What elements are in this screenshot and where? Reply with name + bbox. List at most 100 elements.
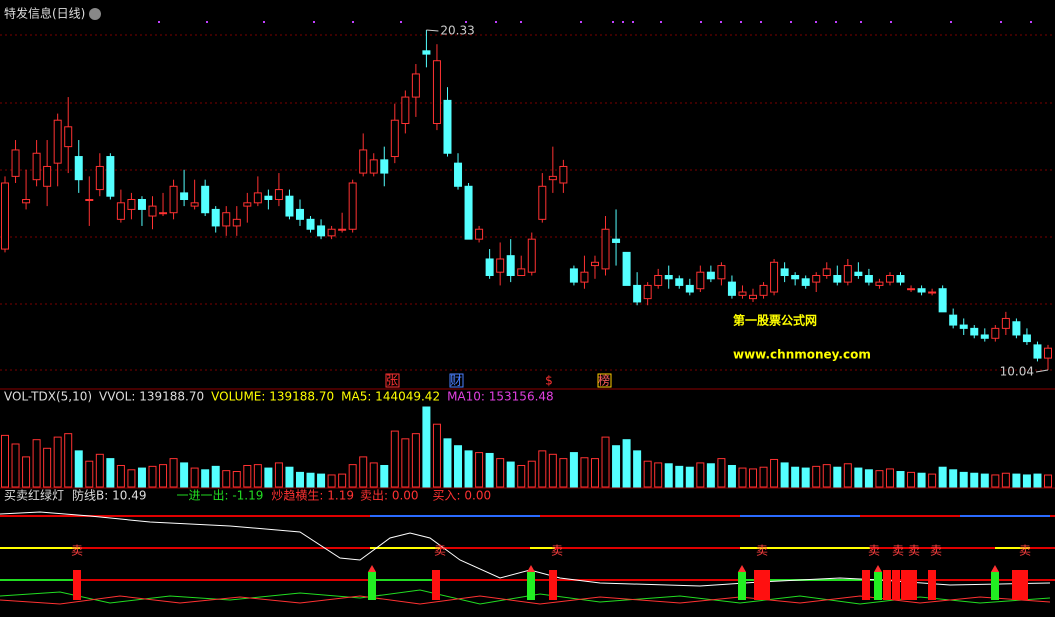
signal-dot — [1000, 21, 1002, 23]
volume-bar — [759, 466, 768, 488]
candle-body — [791, 275, 800, 280]
event-mark[interactable]: 榜 — [598, 373, 610, 388]
sell-bar — [754, 570, 762, 600]
volume-bar — [116, 464, 125, 488]
volume-bar — [580, 457, 589, 488]
volume-bar — [675, 465, 684, 488]
signal-dot — [263, 21, 265, 23]
candle-body — [527, 238, 536, 273]
sell-mark: 卖 — [930, 544, 942, 558]
signal-dot — [950, 21, 952, 23]
volume-bar — [253, 464, 262, 488]
candle-body — [727, 281, 736, 296]
volume-bar — [285, 466, 294, 488]
volume-bar — [569, 452, 578, 488]
candle-body — [211, 208, 220, 227]
candle-body — [137, 199, 146, 210]
volume-bar — [590, 458, 599, 488]
volume-bar — [411, 433, 420, 488]
signal-dot — [760, 21, 762, 23]
watermark: 第一股票公式网 — [733, 313, 817, 328]
volume-bar — [443, 438, 452, 488]
candle-body — [327, 228, 336, 237]
candle-body — [738, 291, 747, 296]
signal-dot — [815, 21, 817, 23]
signal-dot — [495, 21, 497, 23]
indicator-header: 卖出: 0.00 — [360, 489, 419, 503]
candle-body — [991, 327, 1000, 339]
candle-body — [664, 275, 673, 280]
volume-bar — [64, 433, 73, 488]
candle-body — [43, 165, 52, 187]
volume-bar — [885, 468, 894, 488]
signal-dot — [890, 21, 892, 23]
volume-bar — [506, 461, 515, 488]
volume-bar — [527, 460, 536, 488]
candle-body — [74, 156, 83, 181]
event-mark[interactable]: 张 — [386, 374, 398, 388]
candle-body — [11, 149, 20, 177]
candle-body — [517, 268, 526, 277]
sell-bar — [928, 570, 936, 600]
watermark: www.chnmoney.com — [733, 348, 871, 362]
candle-body — [559, 165, 568, 184]
event-mark[interactable]: 财 — [450, 374, 462, 388]
volume-bar — [274, 462, 283, 488]
candle-body — [506, 255, 515, 277]
volume-bar — [896, 471, 905, 488]
candle-body — [380, 159, 389, 174]
signal-dot — [313, 21, 315, 23]
signal-dot — [790, 21, 792, 23]
candle-body — [306, 218, 315, 230]
volume-bar — [169, 458, 178, 488]
volume-bar — [148, 465, 157, 488]
signal-dot — [352, 21, 354, 23]
candle-body — [432, 60, 441, 125]
candle-body — [106, 156, 115, 197]
candle-body — [580, 271, 589, 283]
candle-body — [32, 152, 41, 181]
event-mark[interactable]: $ — [545, 374, 553, 388]
candle-body — [885, 275, 894, 283]
indicator-header: 炒趋横生: 1.19 — [271, 489, 354, 503]
buy-arrow — [991, 565, 999, 572]
volume-bar — [1, 434, 9, 488]
candle-body — [654, 275, 663, 286]
sell-mark: 卖 — [892, 544, 904, 558]
event-box — [597, 373, 612, 388]
candle-body — [749, 294, 758, 300]
volume-bar — [159, 464, 168, 488]
volume-bar — [180, 462, 189, 488]
sell-bar — [883, 570, 891, 600]
volume-bar — [770, 458, 779, 488]
candle-body — [812, 275, 821, 283]
event-box — [449, 373, 464, 388]
signal-dot — [580, 21, 582, 23]
candle-body — [169, 185, 178, 214]
candle-body — [253, 192, 262, 204]
candle-body — [85, 199, 94, 202]
volume-header: VOLUME: 139188.70 — [211, 390, 334, 404]
buy-arrow — [368, 565, 376, 572]
volume-bar — [538, 450, 547, 488]
volume-bar — [612, 445, 621, 488]
volume-bar — [622, 439, 631, 488]
pointer — [426, 29, 439, 32]
volume-bar — [295, 471, 304, 488]
candle-body — [864, 275, 873, 283]
sell-bar — [862, 570, 870, 600]
candle-body — [232, 218, 241, 227]
title-icon[interactable] — [89, 8, 101, 20]
sell-bar — [1012, 570, 1020, 600]
candle-body — [717, 265, 726, 280]
candle-body — [590, 261, 599, 267]
volume-bar — [317, 473, 326, 488]
sell-bar — [892, 570, 900, 600]
candle-body — [475, 228, 484, 240]
candle-body — [801, 278, 810, 286]
high-label: 20.33 — [440, 24, 474, 38]
volume-bar — [201, 469, 210, 488]
volume-bar — [306, 472, 315, 488]
candle-body — [127, 199, 136, 210]
